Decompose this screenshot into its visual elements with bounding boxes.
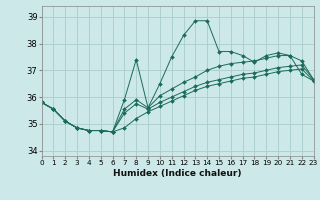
X-axis label: Humidex (Indice chaleur): Humidex (Indice chaleur)	[113, 169, 242, 178]
